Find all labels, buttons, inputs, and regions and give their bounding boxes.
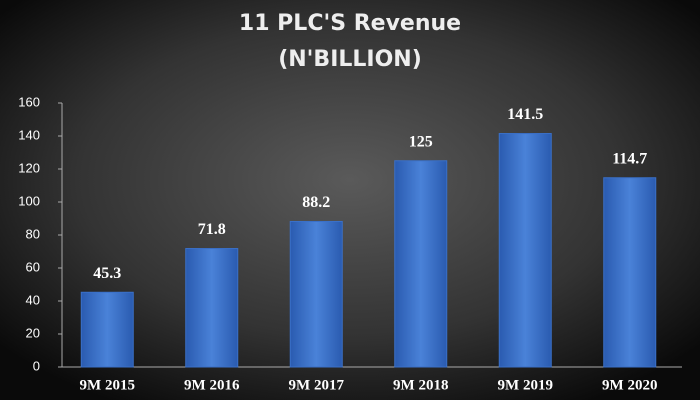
value-label: 71.8 [198, 221, 226, 238]
bar [394, 160, 448, 368]
bar [498, 133, 552, 368]
x-tick-label: 9M 2016 [184, 377, 240, 393]
value-label: 114.7 [612, 150, 647, 167]
y-tick-label: 140 [18, 127, 40, 142]
x-tick-label: 9M 2018 [393, 377, 448, 393]
y-tick-label: 0 [33, 358, 40, 373]
x-tick-label: 9M 2019 [498, 377, 553, 393]
value-label: 125 [409, 133, 433, 150]
y-tick-label: 100 [18, 193, 40, 208]
value-label: 141.5 [507, 106, 543, 123]
value-label: 45.3 [93, 265, 121, 282]
value-label: 88.2 [302, 194, 330, 211]
bar [603, 177, 657, 368]
bar [289, 220, 343, 368]
y-tick-label: 40 [26, 292, 40, 307]
x-tick-label: 9M 2020 [602, 377, 657, 393]
bar [80, 291, 134, 368]
x-tick-label: 9M 2015 [80, 377, 135, 393]
bar [185, 248, 239, 368]
y-tick-label: 120 [18, 160, 40, 175]
y-tick-label: 80 [26, 226, 40, 241]
y-tick-label: 160 [18, 94, 40, 109]
y-tick-label: 60 [26, 259, 40, 274]
y-tick-label: 20 [26, 325, 40, 340]
x-tick-label: 9M 2017 [289, 377, 345, 393]
chart-title: 11 PLC'S Revenue [239, 11, 461, 36]
chart-subtitle: (N'BILLION) [278, 47, 422, 72]
